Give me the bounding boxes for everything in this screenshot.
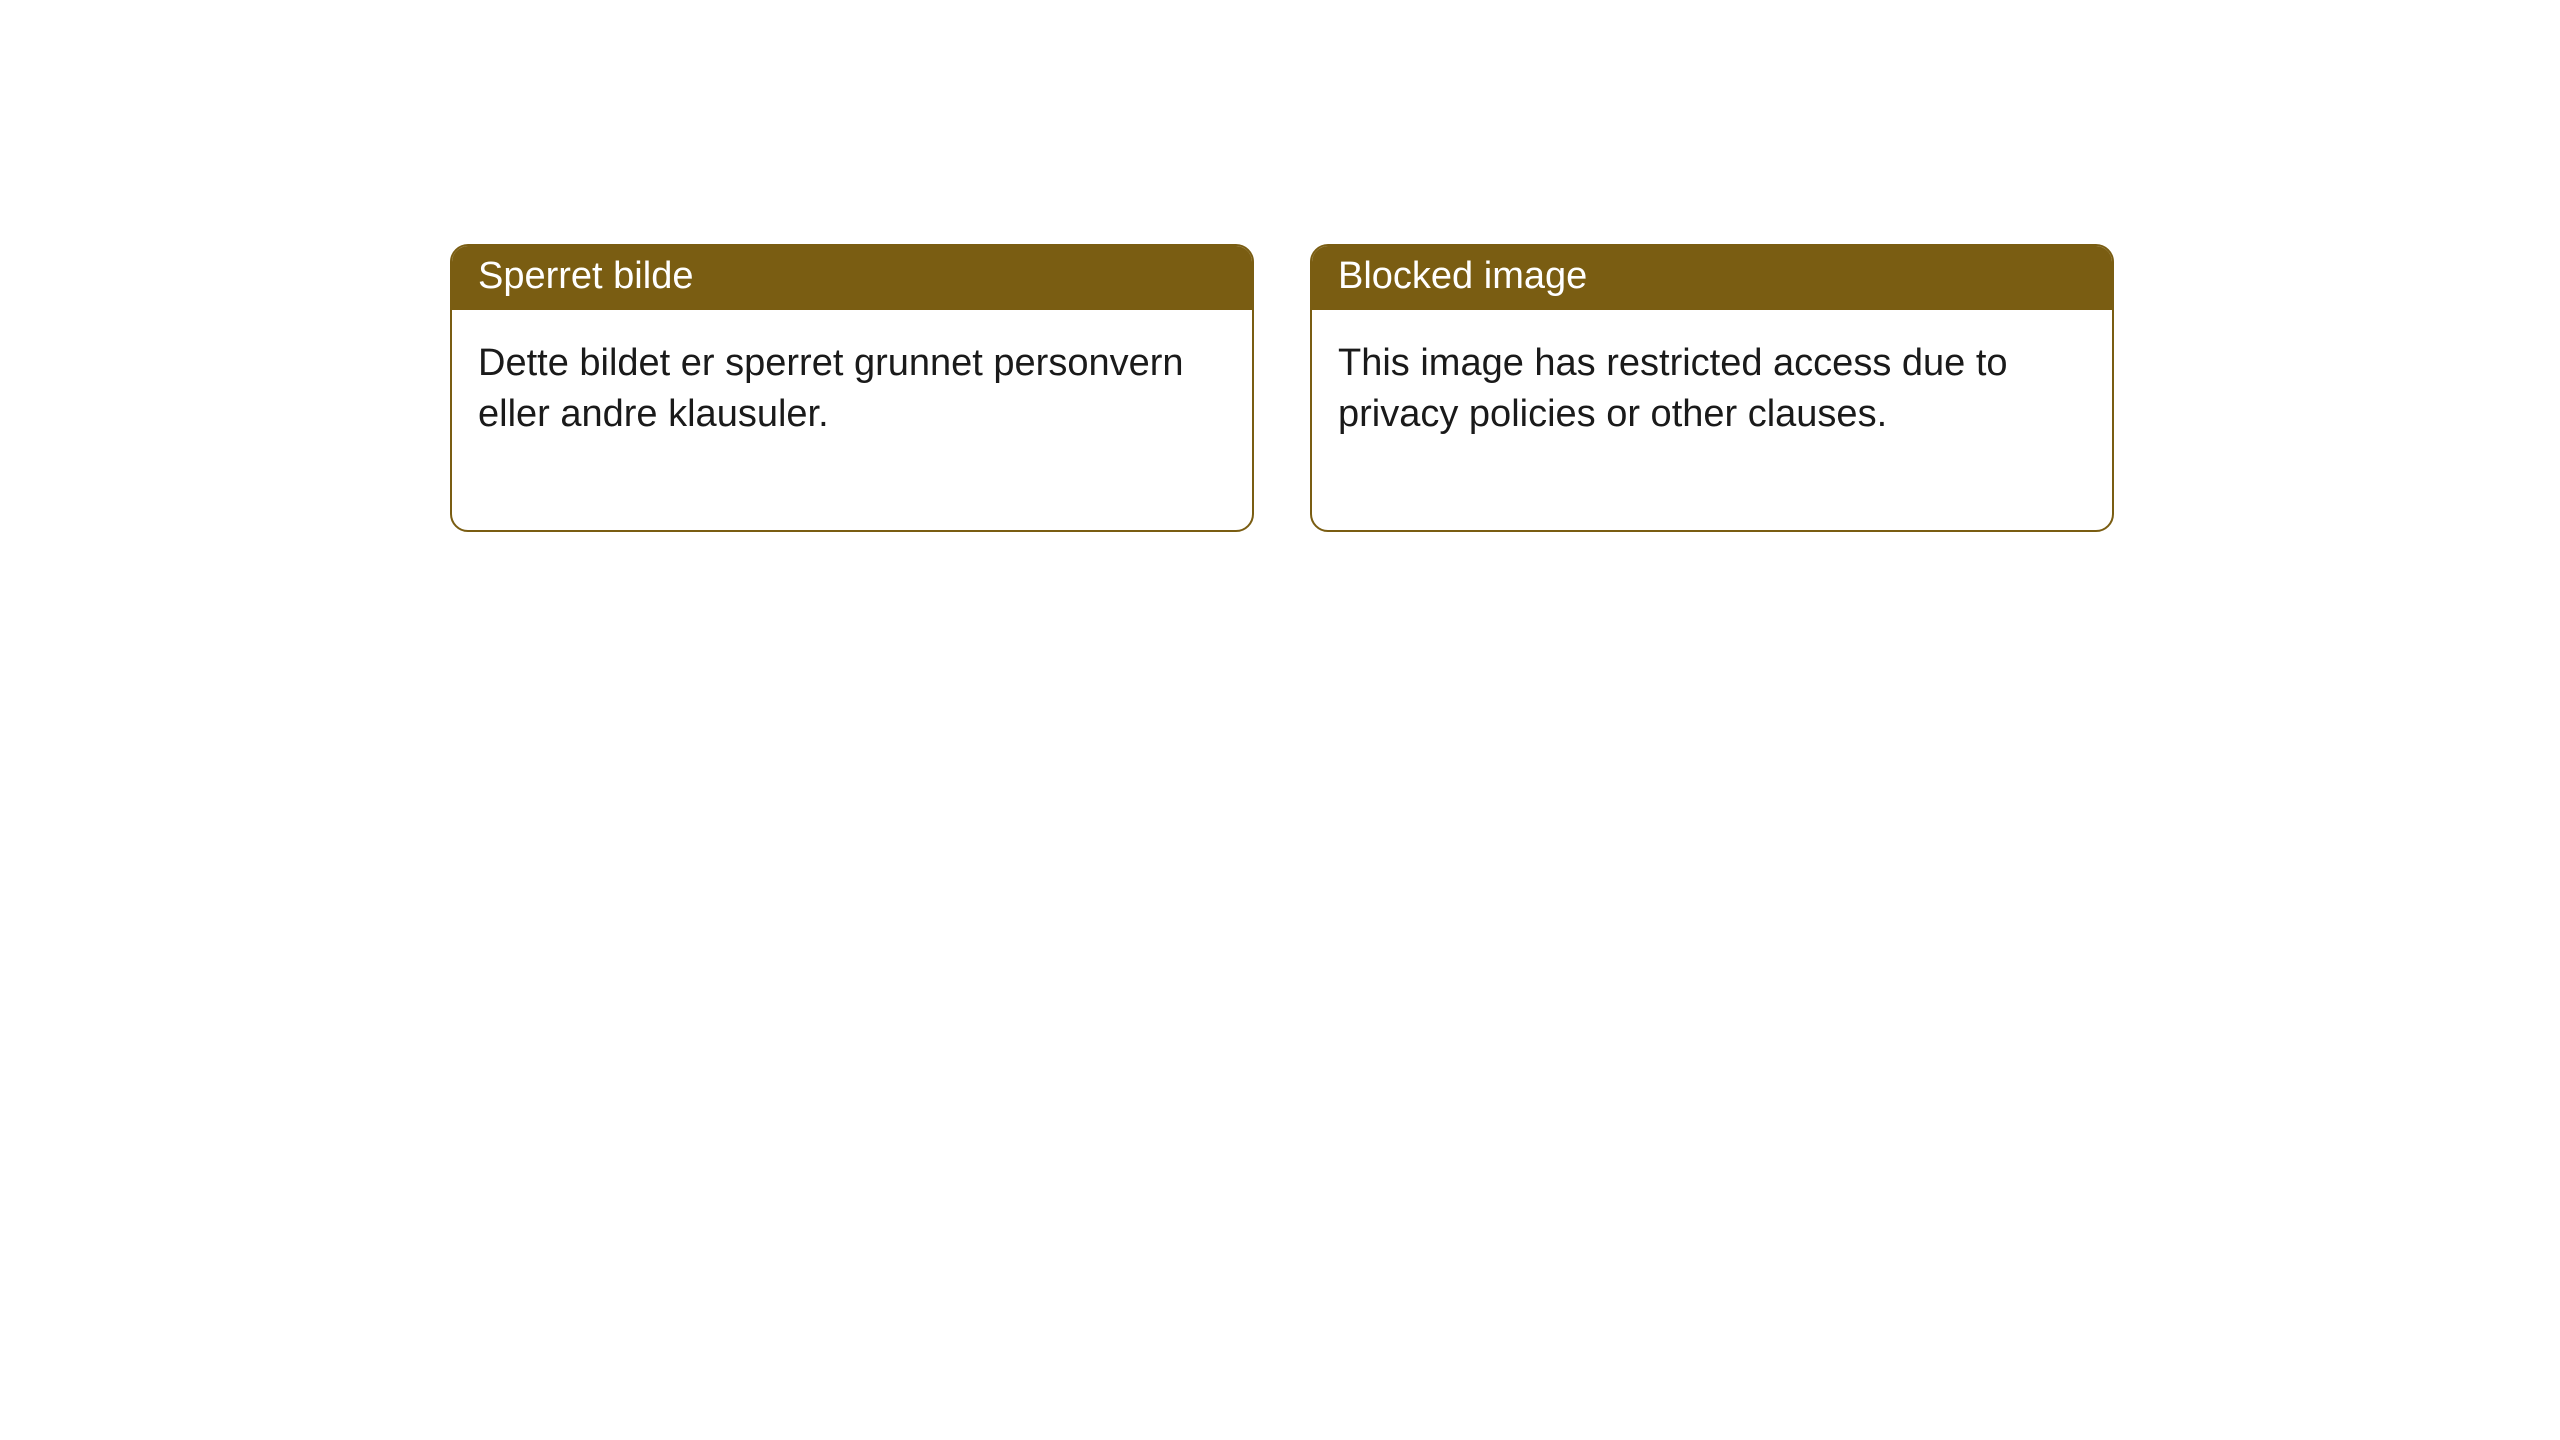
- notice-cards-container: Sperret bilde Dette bildet er sperret gr…: [0, 0, 2560, 532]
- notice-header: Blocked image: [1312, 246, 2112, 310]
- notice-header: Sperret bilde: [452, 246, 1252, 310]
- notice-body: This image has restricted access due to …: [1312, 310, 2112, 531]
- notice-card-english: Blocked image This image has restricted …: [1310, 244, 2114, 532]
- notice-body: Dette bildet er sperret grunnet personve…: [452, 310, 1252, 531]
- notice-card-norwegian: Sperret bilde Dette bildet er sperret gr…: [450, 244, 1254, 532]
